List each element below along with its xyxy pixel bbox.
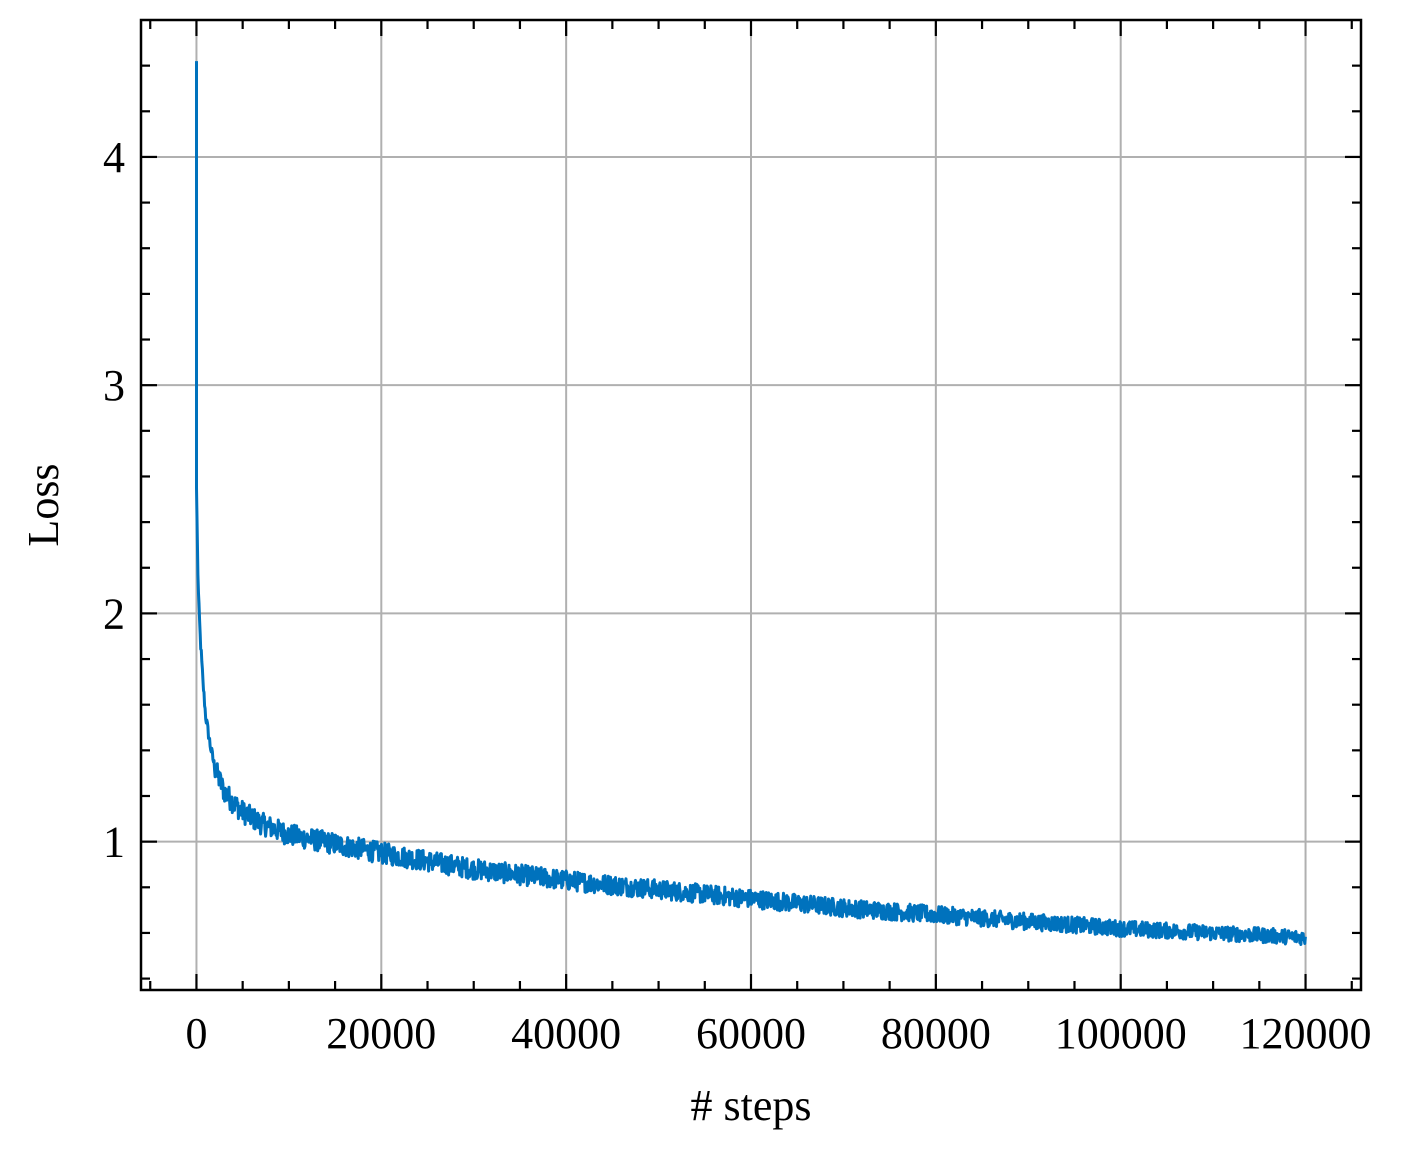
x-tick-label: 20000 bbox=[326, 1009, 436, 1058]
x-tick-label: 60000 bbox=[696, 1009, 806, 1058]
loss-series-line bbox=[195, 61, 1307, 946]
x-tick-labels: 0 20000 40000 60000 80000 100000 120000 bbox=[185, 1009, 1371, 1058]
x-tick-label: 120000 bbox=[1240, 1009, 1372, 1058]
x-tick-label: 80000 bbox=[881, 1009, 991, 1058]
y-tick-label: 4 bbox=[103, 133, 125, 182]
x-tick-label: 40000 bbox=[511, 1009, 621, 1058]
y-tick-labels: 1 2 3 4 bbox=[103, 133, 125, 867]
y-tick-label: 1 bbox=[103, 818, 125, 867]
axis-ticks bbox=[141, 20, 1361, 990]
x-tick-label: 0 bbox=[185, 1009, 207, 1058]
y-axis-label: Loss bbox=[19, 463, 68, 546]
y-tick-label: 3 bbox=[103, 361, 125, 410]
plot-area bbox=[195, 61, 1307, 946]
y-tick-label: 2 bbox=[103, 589, 125, 638]
grid-lines bbox=[141, 20, 1361, 990]
x-axis-label: # steps bbox=[691, 1081, 812, 1130]
x-tick-label: 100000 bbox=[1055, 1009, 1187, 1058]
